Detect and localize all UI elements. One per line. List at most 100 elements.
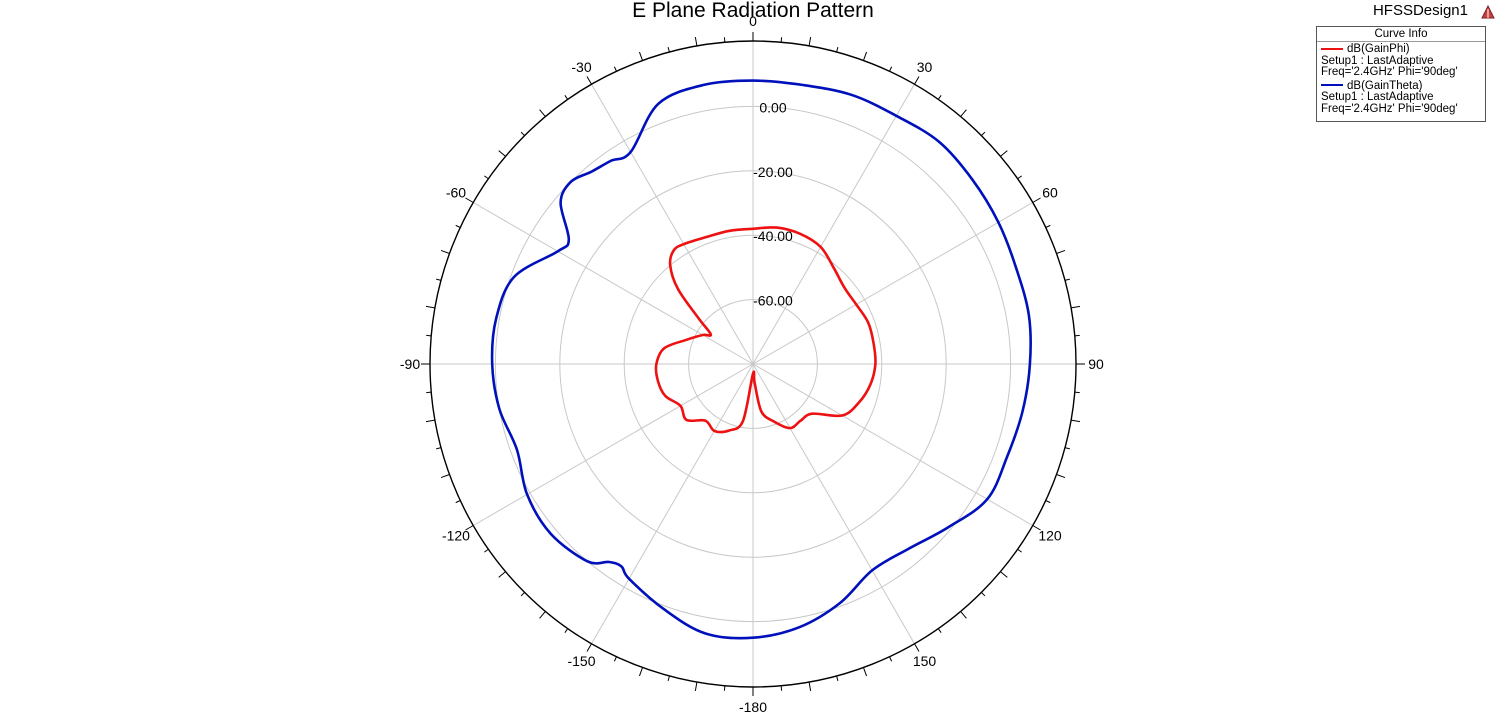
grid-spoke <box>591 84 754 365</box>
angle-tick <box>440 249 450 254</box>
angle-tick <box>960 109 967 117</box>
angle-label: 60 <box>1042 185 1058 201</box>
angle-tick <box>1064 278 1070 281</box>
angle-tick <box>914 76 920 85</box>
legend-entry-gaintheta[interactable]: dB(GainTheta) Setup1 : LastAdaptive Freq… <box>1317 79 1485 116</box>
angle-tick <box>498 150 506 157</box>
angle-tick <box>863 51 868 61</box>
series-line-gainphi <box>654 226 877 434</box>
angle-tick <box>586 643 592 652</box>
angle-tick <box>937 95 942 100</box>
angle-tick <box>1000 150 1008 157</box>
grid-spoke <box>591 363 754 644</box>
angle-label: 90 <box>1088 356 1104 372</box>
angle-tick <box>914 643 920 652</box>
series-line-gaintheta <box>490 79 1032 640</box>
angle-tick <box>836 47 839 53</box>
angle-label: -180 <box>739 699 767 712</box>
angle-tick <box>613 656 617 662</box>
legend-setup: Setup1 : LastAdaptive <box>1321 54 1434 67</box>
angle-tick <box>436 278 442 281</box>
angle-tick <box>1032 197 1041 203</box>
legend-freq: Freq='2.4GHz' Phi='90deg' <box>1321 66 1458 78</box>
angle-label: -60 <box>446 185 466 201</box>
angle-label: 120 <box>1038 528 1062 544</box>
angle-tick <box>465 525 474 531</box>
angle-tick <box>539 611 546 619</box>
legend-setup: Setup1 : LastAdaptive <box>1321 91 1434 103</box>
angle-tick <box>1017 175 1022 180</box>
angle-tick <box>863 667 868 677</box>
angle-tick <box>520 592 525 597</box>
angle-label: 30 <box>917 59 933 75</box>
legend-freq: Freq='2.4GHz' Phi='90deg' <box>1321 102 1458 115</box>
angle-tick <box>1071 305 1081 309</box>
angle-tick <box>808 682 812 692</box>
angle-label: -150 <box>567 653 595 669</box>
angle-tick <box>638 667 643 677</box>
angle-tick <box>1000 571 1008 578</box>
angle-tick <box>694 36 698 46</box>
angle-tick <box>1017 548 1022 553</box>
radial-label: -60.00 <box>753 293 793 309</box>
legend-swatch <box>1321 47 1343 50</box>
radial-label: -40.00 <box>753 228 793 244</box>
legend-swatch <box>1321 84 1343 87</box>
angle-tick <box>667 47 670 53</box>
angle-tick <box>586 76 592 85</box>
angle-tick <box>520 131 525 136</box>
angle-tick <box>960 611 967 619</box>
legend-header: Curve Info <box>1317 27 1485 42</box>
legend[interactable]: Curve Info dB(GainPhi) Setup1 : LastAdap… <box>1316 26 1486 122</box>
angle-tick <box>694 682 698 692</box>
angle-label: 150 <box>913 653 937 669</box>
angle-tick <box>667 675 670 681</box>
legend-series-name: dB(GainTheta) <box>1347 79 1423 92</box>
angle-tick <box>539 109 546 117</box>
angle-tick <box>455 500 461 504</box>
hfss-logo-icon <box>1481 4 1495 19</box>
grid-spoke <box>752 84 915 365</box>
angle-tick <box>1045 224 1051 228</box>
angle-tick <box>1056 249 1066 254</box>
angle-tick <box>981 592 986 597</box>
angle-tick <box>564 628 569 633</box>
angle-tick <box>889 66 893 72</box>
angle-tick <box>638 51 643 61</box>
grid-spoke <box>473 202 754 365</box>
angle-tick <box>455 224 461 228</box>
angle-tick <box>613 66 617 72</box>
angle-label: -120 <box>442 528 470 544</box>
angle-tick <box>889 656 893 662</box>
angle-tick <box>1032 525 1041 531</box>
angle-tick <box>425 305 435 309</box>
angle-tick <box>436 447 442 450</box>
grid-spoke <box>752 363 915 644</box>
grid-spoke <box>752 202 1033 365</box>
angle-tick <box>937 628 942 633</box>
angle-label: -30 <box>571 59 591 75</box>
angle-label: 0 <box>749 13 757 29</box>
design-name: HFSSDesign1 <box>1372 2 1468 19</box>
grid-spoke <box>473 363 754 526</box>
grid-spoke <box>752 363 1033 526</box>
angle-tick <box>484 548 489 553</box>
chart-title: E Plane Radiation Pattern <box>632 0 874 22</box>
angle-tick <box>425 419 435 423</box>
legend-entry-gainphi[interactable]: dB(GainPhi) Setup1 : LastAdaptive Freq='… <box>1317 43 1485 79</box>
angle-label: -90 <box>400 356 420 372</box>
angle-tick <box>1056 474 1066 479</box>
radial-label: -20.00 <box>753 164 793 180</box>
angle-tick <box>465 197 474 203</box>
radial-label: 0.00 <box>759 99 786 115</box>
angle-tick <box>440 474 450 479</box>
angle-tick <box>564 95 569 100</box>
angle-tick <box>981 131 986 136</box>
angle-tick <box>808 36 812 46</box>
legend-series-name: dB(GainPhi) <box>1347 43 1410 55</box>
angle-tick <box>498 571 506 578</box>
angle-tick <box>1071 419 1081 423</box>
angle-tick <box>836 675 839 681</box>
angle-tick <box>1045 500 1051 504</box>
